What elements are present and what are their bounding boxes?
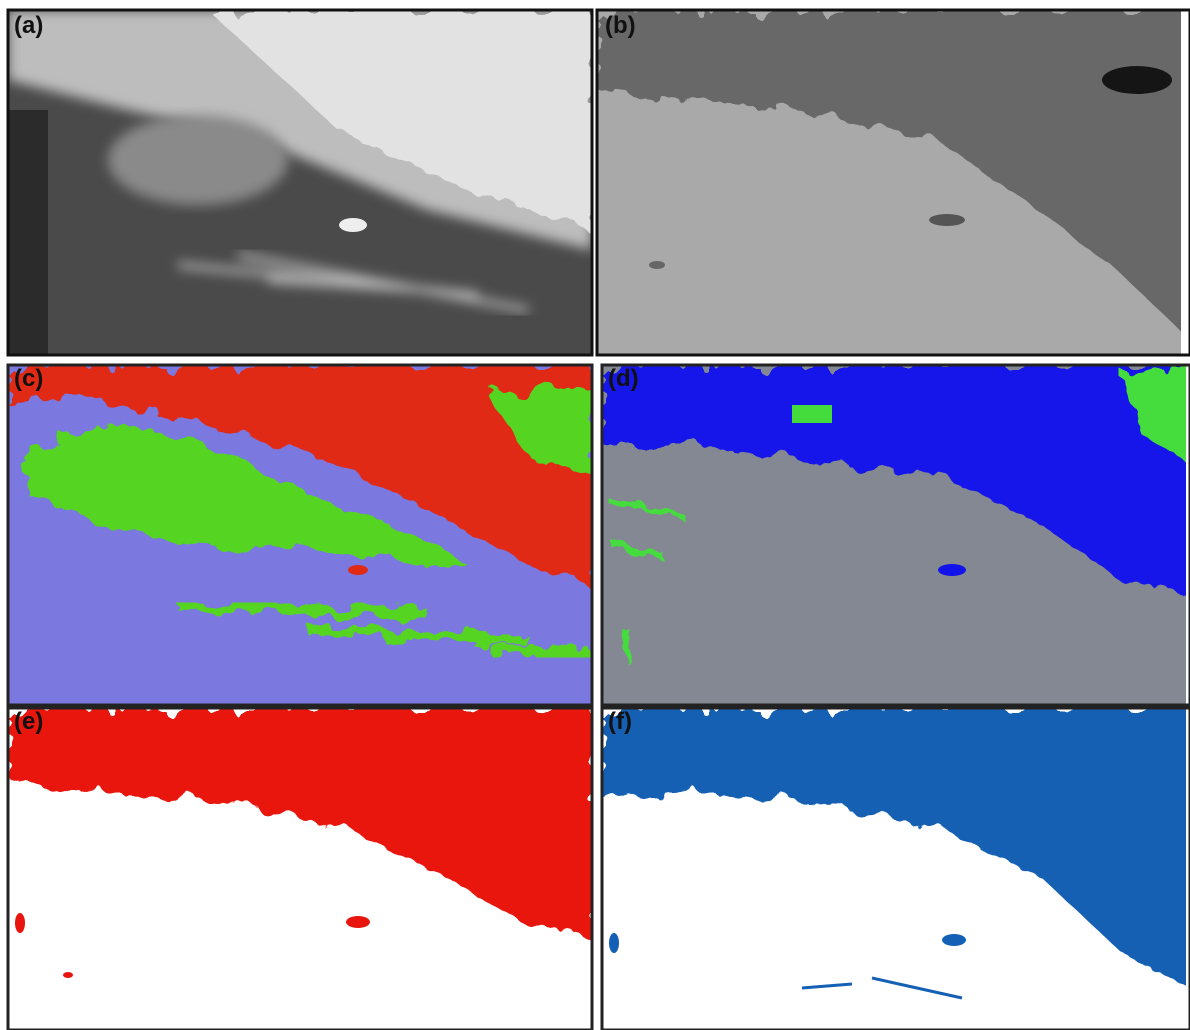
panel-label: (a) [14, 12, 43, 39]
panel-f: (f) [602, 708, 1190, 1030]
figure: (a) (b) (c) [0, 0, 1190, 1030]
panel-label: (c) [14, 365, 43, 392]
panel-label: (d) [608, 365, 639, 392]
panel-a: (a) [8, 10, 592, 355]
panel-d: (d) [602, 365, 1190, 705]
panel-e: (e) [8, 708, 592, 1030]
panel-label: (b) [605, 12, 636, 39]
panel-c: (c) [8, 365, 592, 705]
panel-label: (e) [14, 708, 43, 735]
panel-label: (f) [608, 708, 632, 735]
panel-b: (b) [597, 10, 1190, 355]
